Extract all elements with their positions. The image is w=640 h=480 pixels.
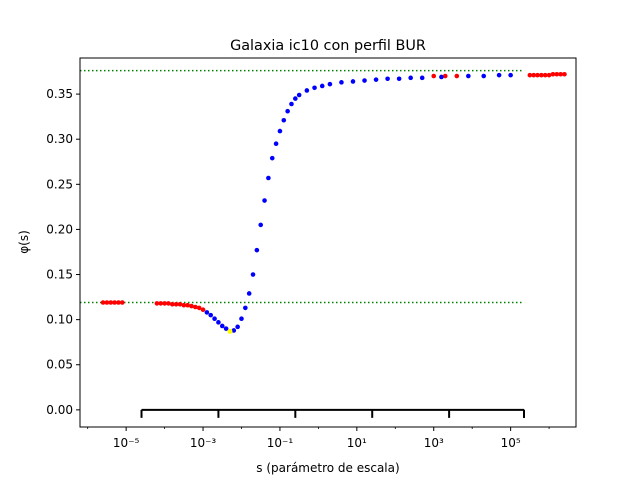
data-point xyxy=(277,128,283,134)
data-point xyxy=(166,301,171,306)
x-tick-label: 10⁻³ xyxy=(190,436,217,450)
data-point xyxy=(223,326,229,331)
data-point xyxy=(239,316,244,322)
data-point xyxy=(250,272,256,277)
data-point xyxy=(508,72,513,78)
data-point xyxy=(193,304,198,310)
data-point xyxy=(154,301,160,306)
y-axis-label: φ(s) xyxy=(17,230,31,254)
data-point xyxy=(442,73,448,79)
minimum-marker xyxy=(227,328,233,334)
y-axis: 0.00 0.05 0.10 0.15 0.20 0.25 0.30 0.35 xyxy=(46,87,80,417)
data-point xyxy=(312,85,317,91)
data-point xyxy=(246,291,252,296)
data-point xyxy=(269,155,275,161)
data-point xyxy=(177,302,183,307)
data-point xyxy=(496,72,502,78)
data-point xyxy=(112,300,117,305)
plot-area xyxy=(80,69,567,418)
data-point xyxy=(196,305,202,311)
y-tick-label: 0.30 xyxy=(46,132,73,146)
x-tick-label: 10⁵ xyxy=(501,436,521,450)
data-point xyxy=(439,74,444,80)
data-point xyxy=(396,76,402,82)
x-tick-label: 10⁻¹ xyxy=(267,436,294,450)
data-point xyxy=(304,88,310,93)
data-point xyxy=(254,247,260,253)
data-point xyxy=(419,75,425,81)
data-point xyxy=(454,73,460,79)
data-point xyxy=(373,77,379,82)
data-point xyxy=(554,71,560,77)
data-point xyxy=(104,300,110,305)
data-point xyxy=(212,316,217,322)
data-point xyxy=(169,302,175,307)
y-tick-label: 0.25 xyxy=(46,177,73,191)
data-point xyxy=(296,92,302,98)
data-point xyxy=(408,75,413,81)
data-point xyxy=(100,300,106,305)
data-point xyxy=(185,302,190,308)
data-point xyxy=(235,324,240,330)
data-point xyxy=(162,301,167,306)
data-point xyxy=(216,320,221,325)
data-point xyxy=(558,71,563,77)
y-tick-label: 0.00 xyxy=(46,403,73,417)
data-point xyxy=(546,72,552,78)
data-point xyxy=(535,72,540,78)
data-point xyxy=(562,71,567,77)
y-tick-label: 0.05 xyxy=(46,358,73,372)
data-point xyxy=(542,72,548,78)
data-point xyxy=(189,303,194,309)
data-point xyxy=(200,307,206,313)
data-point xyxy=(258,222,264,228)
data-point xyxy=(531,72,537,78)
data-point xyxy=(273,141,279,147)
data-point xyxy=(108,300,114,305)
x-tick-label: 10¹ xyxy=(347,436,367,450)
y-tick-label: 0.15 xyxy=(46,268,73,282)
data-point xyxy=(539,72,544,78)
x-axis: 10⁻⁵ 10⁻³ 10⁻¹ 10¹ 10³ 10⁵ xyxy=(87,427,550,450)
data-point xyxy=(173,302,179,307)
data-point xyxy=(208,312,214,318)
data-point xyxy=(289,101,294,107)
data-point xyxy=(466,73,471,79)
data-point xyxy=(527,72,533,78)
data-point xyxy=(266,175,271,181)
data-point xyxy=(550,71,556,77)
data-point xyxy=(204,310,210,315)
data-point xyxy=(431,73,437,79)
data-point xyxy=(231,328,237,333)
data-point xyxy=(262,198,267,203)
data-point xyxy=(119,300,125,305)
data-point xyxy=(219,323,225,329)
data-point xyxy=(481,73,487,79)
y-tick-label: 0.10 xyxy=(46,313,73,327)
data-point xyxy=(158,301,164,306)
data-point xyxy=(327,81,333,87)
axes-frame xyxy=(79,57,577,428)
data-point xyxy=(339,80,344,85)
data-point xyxy=(116,300,121,305)
data-point xyxy=(285,108,290,114)
data-point xyxy=(319,83,325,89)
x-tick-label: 10⁻⁵ xyxy=(113,436,140,450)
data-point xyxy=(181,302,187,308)
data-point xyxy=(243,305,248,311)
data-point xyxy=(350,79,356,84)
data-point xyxy=(281,117,287,123)
x-tick-label: 10³ xyxy=(424,436,444,450)
y-tick-label: 0.20 xyxy=(46,222,73,236)
data-point xyxy=(385,76,390,82)
x-axis-label: s (parámetro de escala) xyxy=(256,461,399,475)
chart-title: Galaxia ic10 con perfil BUR xyxy=(230,38,426,54)
y-tick-label: 0.35 xyxy=(46,87,73,101)
data-point xyxy=(293,96,298,101)
data-point xyxy=(362,78,367,83)
